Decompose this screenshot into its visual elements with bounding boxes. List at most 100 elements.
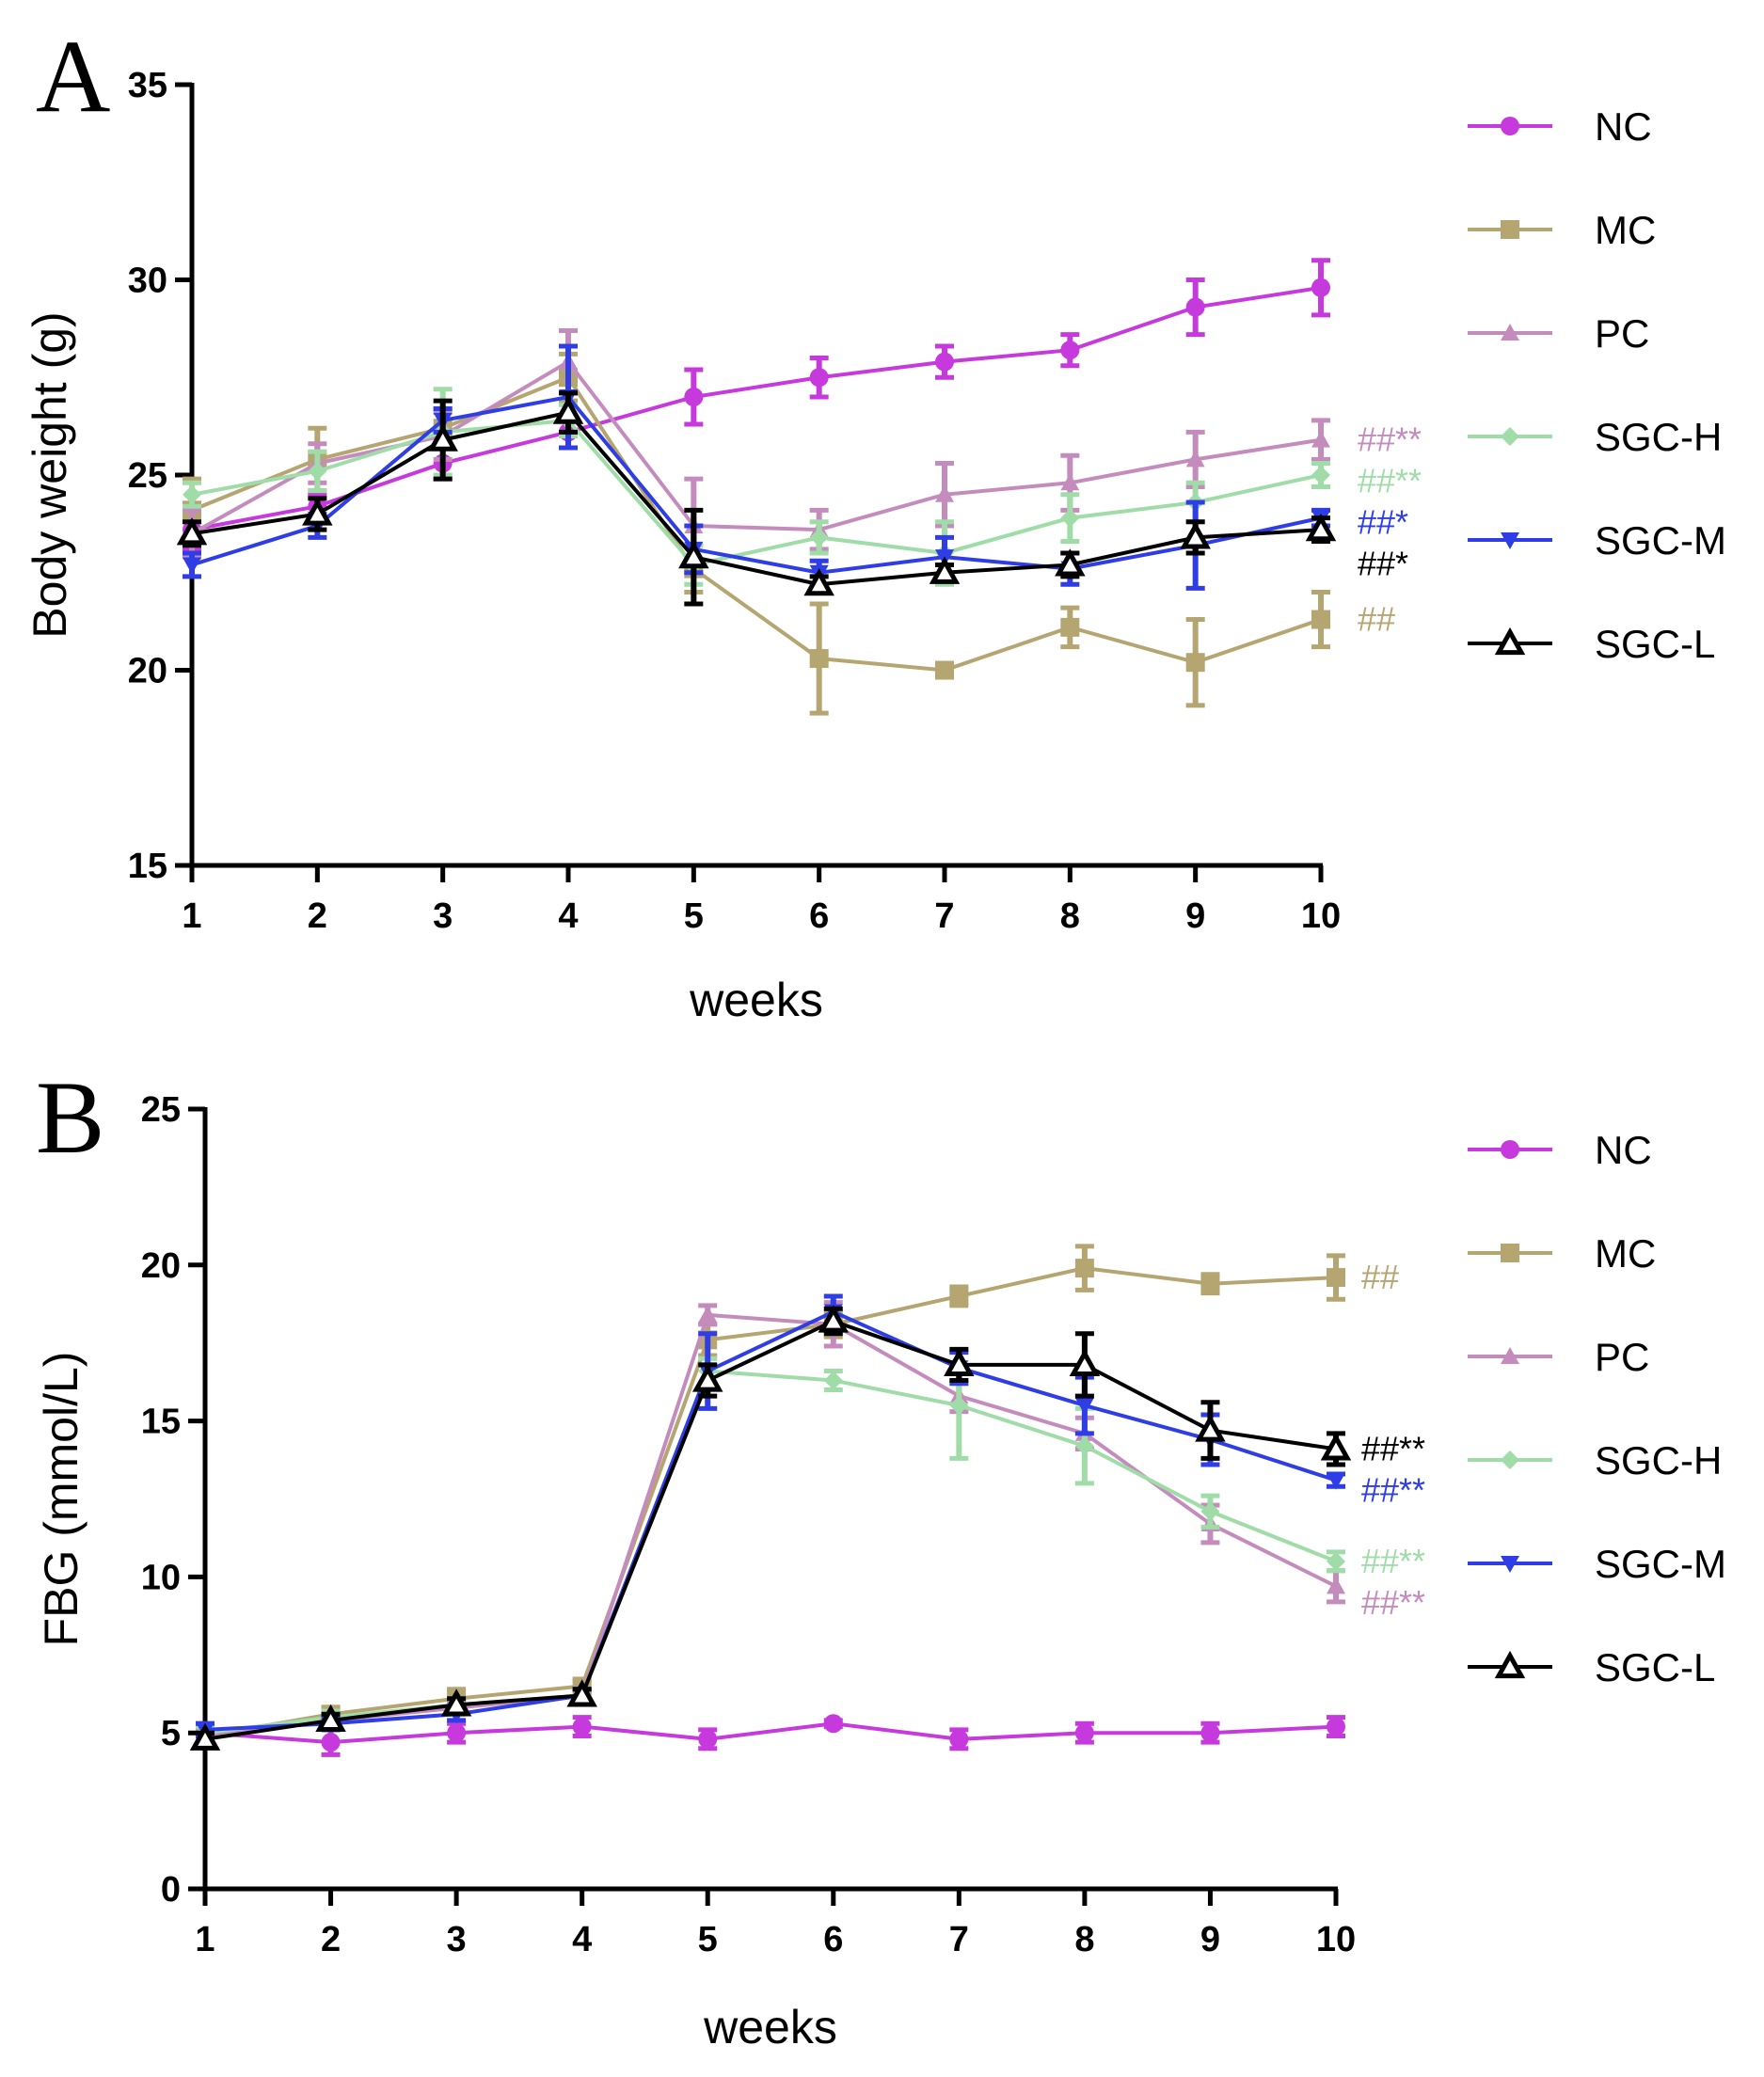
legend-label: SGC-M [1595, 1542, 1726, 1586]
data-point [1060, 617, 1080, 637]
data-point [1305, 513, 1337, 542]
legend-marker [1501, 1556, 1519, 1573]
legend-item-pc: PC [1468, 1335, 1649, 1379]
panel-a: A 15 20 25 30 35 1 2 3 4 5 6 7 8 9 10 weeks Body weight (… [24, 19, 1726, 1026]
series-line [204, 1319, 1337, 1741]
data-point [308, 461, 327, 481]
significance-label: ## [1358, 600, 1395, 639]
data-point [183, 484, 201, 504]
x-tick-label: 5 [698, 1920, 718, 1959]
series-mc [183, 351, 1330, 716]
y-tick-label: 25 [141, 1090, 181, 1130]
legend-label: SGC-L [1595, 1645, 1715, 1689]
y-tick-label: 20 [141, 1246, 181, 1286]
x-axis-title: weeks [689, 974, 823, 1026]
series-line [191, 410, 1322, 587]
significance-label: ##** [1361, 1470, 1425, 1509]
data-point [949, 1396, 969, 1416]
legend-label: PC [1595, 1335, 1649, 1379]
x-tick-label: 6 [823, 1920, 843, 1959]
legend-marker [1501, 1451, 1519, 1469]
data-point [949, 1729, 969, 1749]
data-point [1074, 1398, 1094, 1416]
x-tick-label: 2 [308, 896, 327, 936]
significance-label: ##** [1361, 1429, 1425, 1467]
panel-letter: A [36, 19, 110, 134]
data-point [1311, 430, 1330, 448]
data-point [1069, 1348, 1101, 1377]
legend-item-sgc-h: SGC-H [1468, 415, 1722, 459]
data-point [572, 1717, 592, 1736]
x-tick-label: 8 [1074, 1920, 1094, 1959]
significance-label: ##** [1358, 462, 1422, 500]
data-point [440, 1689, 472, 1717]
series-line [191, 418, 1322, 567]
data-point [1055, 548, 1086, 577]
data-point [427, 423, 458, 452]
panel-letter: B [36, 1060, 104, 1175]
series-line [191, 374, 1322, 673]
y-tick-label: 30 [128, 262, 167, 301]
series-sgc-l [189, 1305, 1352, 1751]
series-line [204, 1312, 1337, 1738]
data-point [1200, 1501, 1220, 1521]
data-point [1327, 1268, 1345, 1288]
data-point [189, 1722, 221, 1751]
data-point [183, 557, 201, 575]
significance-label: ##** [1361, 1542, 1425, 1580]
y-tick-label: 10 [141, 1558, 181, 1597]
data-point [809, 528, 829, 547]
legend-marker [1501, 117, 1519, 135]
legend-item-nc: NC [1468, 1128, 1652, 1172]
legend-item-mc: MC [1468, 208, 1656, 252]
x-tick-label: 8 [1060, 896, 1080, 936]
data-point [823, 1714, 843, 1734]
significance-label: ##* [1358, 503, 1408, 542]
data-point [935, 484, 954, 502]
x-tick-label: 9 [1200, 1920, 1220, 1959]
legend-marker [1494, 626, 1526, 656]
legend-label: SGC-L [1595, 622, 1715, 666]
data-point [935, 352, 954, 372]
significance-label: ##** [1361, 1583, 1425, 1622]
data-point [321, 1733, 341, 1752]
data-point [1074, 1436, 1094, 1456]
y-tick-label: 15 [128, 847, 167, 886]
x-tick-label: 10 [1301, 896, 1341, 936]
series-sgc-h [183, 387, 1330, 587]
data-point [1311, 610, 1330, 629]
data-point [1195, 1414, 1226, 1442]
data-point [1074, 1259, 1094, 1278]
data-point [809, 649, 829, 669]
x-tick-label: 4 [558, 896, 578, 936]
x-tick-label: 2 [321, 1920, 341, 1959]
data-point [678, 541, 709, 569]
data-point [566, 1679, 597, 1707]
legend-label: SGC-M [1595, 518, 1726, 563]
data-point [1180, 521, 1211, 549]
series-sgc-m [196, 1293, 1345, 1739]
data-point [1060, 341, 1080, 360]
data-point [935, 660, 954, 680]
legend-marker [1501, 427, 1519, 446]
significance-label: ##** [1358, 420, 1422, 459]
data-point [1185, 450, 1205, 468]
y-tick-label: 5 [161, 1714, 181, 1753]
legend-marker [1501, 1244, 1519, 1262]
legend-item-sgc-m: SGC-M [1468, 518, 1726, 563]
data-point [1200, 1723, 1220, 1743]
y-tick-label: 0 [161, 1870, 181, 1910]
data-point [803, 568, 834, 596]
data-point [1200, 1274, 1220, 1293]
x-tick-label: 9 [1185, 896, 1205, 936]
legend-label: MC [1595, 208, 1656, 252]
data-point [1185, 653, 1205, 673]
panel-b: B 0 5 10 15 20 25 1 2 3 4 5 6 7 8 9 10 weeks FBG (mmol/L) #… [35, 1060, 1726, 2053]
legend-marker [1501, 324, 1519, 341]
significance-label: ##* [1358, 545, 1408, 583]
series-line [191, 285, 1322, 532]
x-tick-label: 1 [195, 1920, 215, 1959]
y-tick-label: 20 [128, 652, 167, 691]
x-axis-title: weeks [703, 2001, 837, 2053]
